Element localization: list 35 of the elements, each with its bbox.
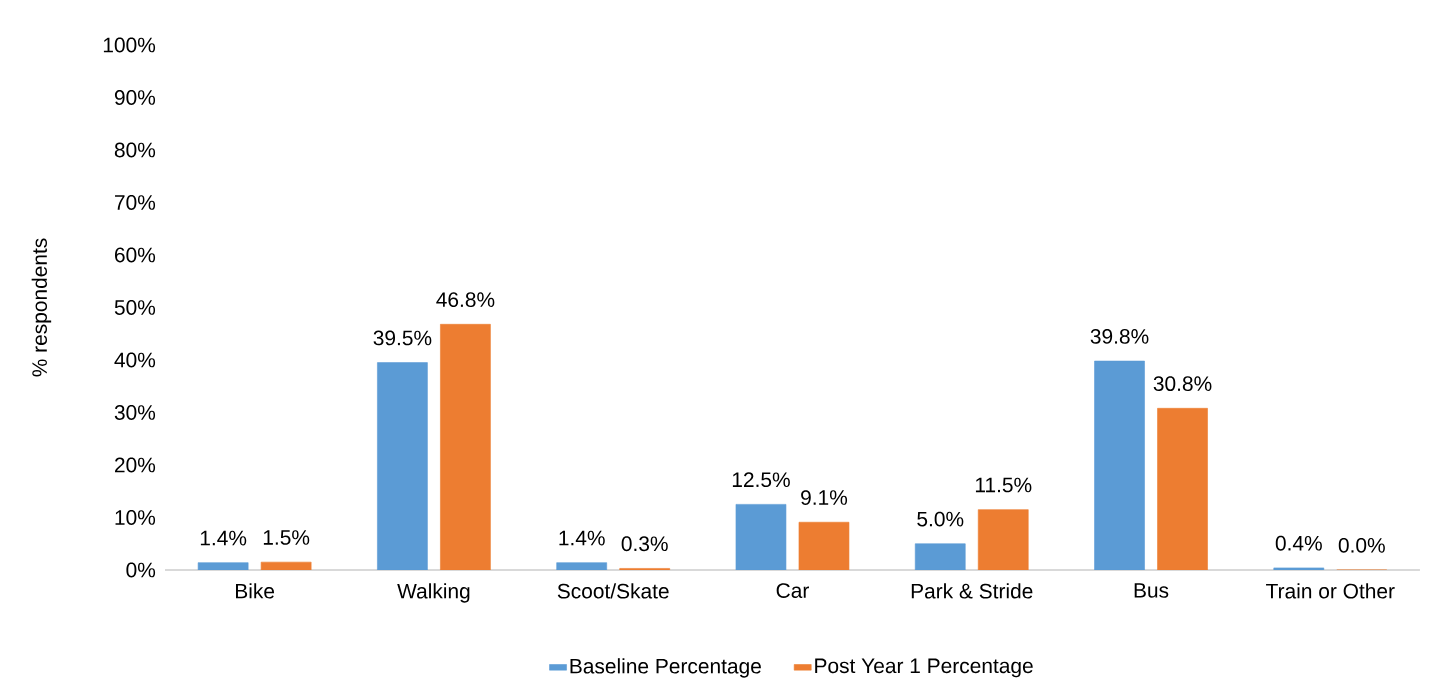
x-tick-label: Park & Stride	[911, 583, 1033, 599]
data-label: 11.5%	[975, 477, 1032, 493]
y-tick-label: 0%	[126, 562, 156, 578]
data-label: 30.8%	[1153, 376, 1212, 392]
data-label: 0.0%	[1338, 537, 1385, 553]
data-label: 1.5%	[263, 530, 310, 545]
data-label: 39.8%	[1090, 328, 1149, 344]
y-tick-label: 50%	[114, 300, 156, 315]
y-tick-label: 60%	[115, 247, 156, 263]
x-tick-label: Bike	[236, 583, 275, 599]
y-tick-label: 70%	[115, 195, 156, 210]
data-label: 46.8%	[436, 292, 495, 308]
x-tick-label: Bus	[1134, 583, 1169, 598]
x-tick-label: Train or Other	[1266, 583, 1395, 599]
data-label: 5.0%	[917, 511, 964, 527]
y-tick-label: 80%	[114, 142, 156, 158]
y-tick-label: 30%	[114, 405, 156, 420]
data-label: 0.3%	[621, 536, 668, 552]
y-tick-label: 20%	[115, 457, 156, 473]
y-axis-title: % respondents	[31, 238, 52, 377]
data-label: 1.4%	[559, 530, 605, 546]
legend-label: Post Year 1 Percentage	[815, 658, 1033, 678]
data-label: 9.1%	[801, 490, 848, 505]
data-label: 1.4%	[200, 530, 247, 546]
x-tick-label: Scoot/Skate	[557, 583, 669, 599]
x-tick-label: Car	[776, 583, 809, 598]
y-tick-label: 40%	[114, 352, 156, 368]
y-tick-label: 90%	[114, 90, 156, 105]
legend-label: Baseline Percentage	[570, 658, 761, 678]
data-label: 12.5%	[732, 472, 790, 488]
y-tick-label: 10%	[115, 510, 156, 525]
y-tick-label: 100%	[103, 37, 156, 53]
x-tick-label: Walking	[397, 583, 470, 603]
data-label: 39.5%	[373, 330, 432, 346]
data-label: 0.4%	[1275, 535, 1322, 551]
